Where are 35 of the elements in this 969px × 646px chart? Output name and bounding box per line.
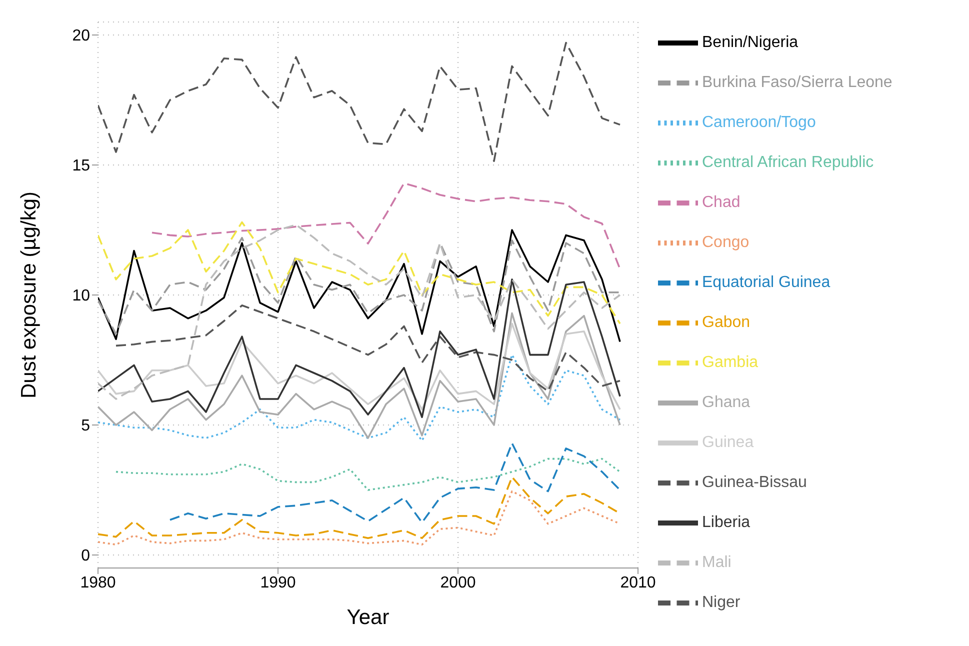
x-tick-label: 2010 (620, 574, 656, 592)
legend-label: Gambia (702, 354, 758, 372)
legend-label: Central African Republic (702, 154, 874, 172)
line-series (115, 458, 621, 491)
legend-label: Niger (702, 594, 740, 612)
legend-label: Equatorial Guinea (702, 274, 830, 292)
line-series (115, 304, 621, 392)
x-tick-label: 1980 (80, 574, 116, 592)
y-axis-title: Dust exposure (µg/kg) (17, 191, 40, 399)
legend-label: Burkina Faso/Sierra Leone (702, 74, 892, 92)
line-series (98, 221, 621, 324)
legend-label: Liberia (702, 514, 750, 532)
y-tick-label: 20 (72, 28, 90, 45)
x-axis-title: Year (346, 606, 390, 629)
y-tick-label: 0 (81, 548, 90, 565)
y-tick-label: 10 (72, 288, 90, 305)
line-series (151, 182, 621, 270)
legend-label: Congo (702, 234, 750, 252)
line-series (98, 312, 621, 439)
legend-label: Ghana (702, 394, 750, 412)
legend-label: Mali (702, 554, 732, 572)
legend-label: Guinea-Bissau (702, 474, 807, 492)
legend-label: Gabon (702, 314, 750, 332)
line-series (98, 322, 621, 410)
x-tick-label: 2000 (440, 574, 476, 592)
line-series (98, 354, 621, 442)
y-tick-label: 5 (81, 418, 90, 435)
x-tick-label: 1990 (260, 574, 296, 592)
y-tick-label: 15 (72, 158, 90, 175)
line-series (169, 442, 621, 524)
line-series (98, 42, 621, 162)
legend-label: Chad (702, 194, 740, 212)
line-series (98, 278, 621, 418)
legend-label: Benin/Nigeria (702, 34, 798, 52)
legend-label: Cameroon/Togo (702, 114, 816, 132)
